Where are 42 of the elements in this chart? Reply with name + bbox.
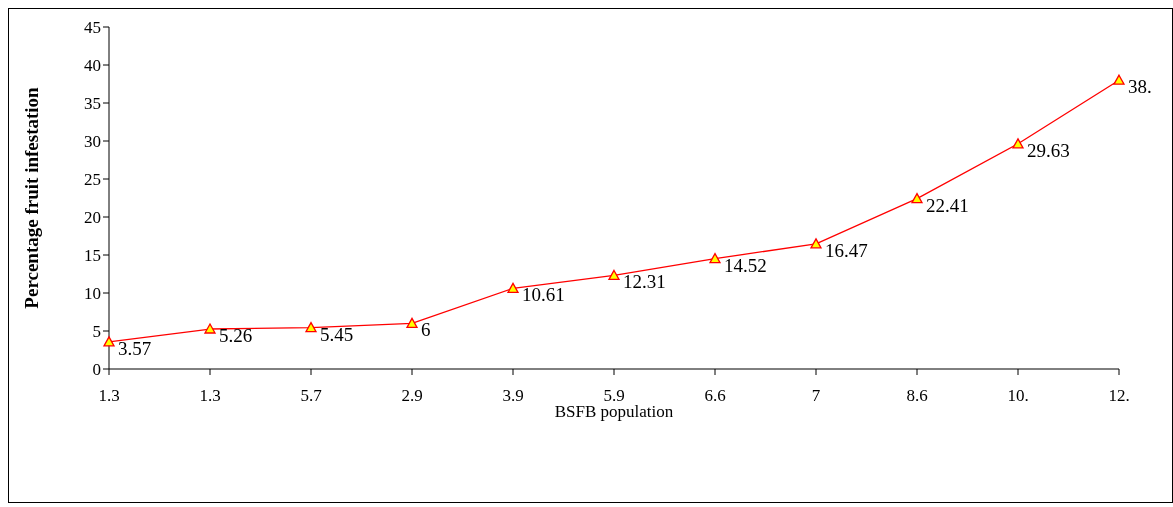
x-tick-label: 7 — [811, 386, 821, 406]
point — [406, 317, 418, 329]
point — [709, 253, 721, 264]
x-tick-label: 5.7 — [300, 386, 323, 406]
point — [305, 321, 317, 333]
y-tick-label: 0 — [92, 360, 101, 380]
point — [204, 323, 216, 334]
data-label: 22.41 — [926, 194, 969, 216]
point — [810, 238, 822, 249]
data-label: 5.45 — [320, 323, 354, 345]
data-label: 14.52 — [724, 254, 767, 276]
x-tick-label: 8.6 — [906, 386, 928, 406]
y-tick-label: 25 — [84, 170, 101, 190]
point — [507, 282, 519, 294]
data-label: 10.61 — [522, 284, 565, 306]
x-tick-label: 2.9 — [401, 386, 423, 406]
y-axis-title: Percentage fruit infestation — [20, 86, 42, 309]
point — [608, 269, 620, 281]
y-tick-label: 35 — [84, 94, 101, 114]
x-tick-label: 1.3 — [98, 386, 120, 406]
x-tick-label: 10. — [1007, 386, 1029, 406]
point — [1012, 138, 1024, 149]
point — [911, 193, 923, 204]
x-tick-label: 1.3 — [199, 386, 221, 406]
data-label: 5.26 — [219, 325, 253, 347]
y-tick-label: 20 — [84, 208, 101, 228]
data-label: 12.31 — [623, 271, 666, 293]
y-tick-label: 15 — [84, 246, 101, 266]
point — [1113, 74, 1125, 85]
y-tick-label: 30 — [84, 132, 101, 152]
x-tick-label: 3.9 — [502, 386, 524, 406]
data-label: 29.63 — [1027, 139, 1070, 161]
data-label: 38. — [1128, 76, 1152, 98]
y-tick-label: 45 — [84, 18, 101, 38]
data-label: 3.57 — [118, 337, 152, 359]
data-label: 16.47 — [825, 239, 868, 261]
y-tick-label: 10 — [84, 284, 101, 304]
x-tick-label: 12. — [1108, 386, 1130, 406]
y-tick-label: 40 — [84, 56, 101, 76]
data-label: 6 — [421, 319, 431, 341]
x-tick-label: 6.6 — [704, 386, 726, 406]
y-tick-label: 5 — [92, 322, 101, 342]
